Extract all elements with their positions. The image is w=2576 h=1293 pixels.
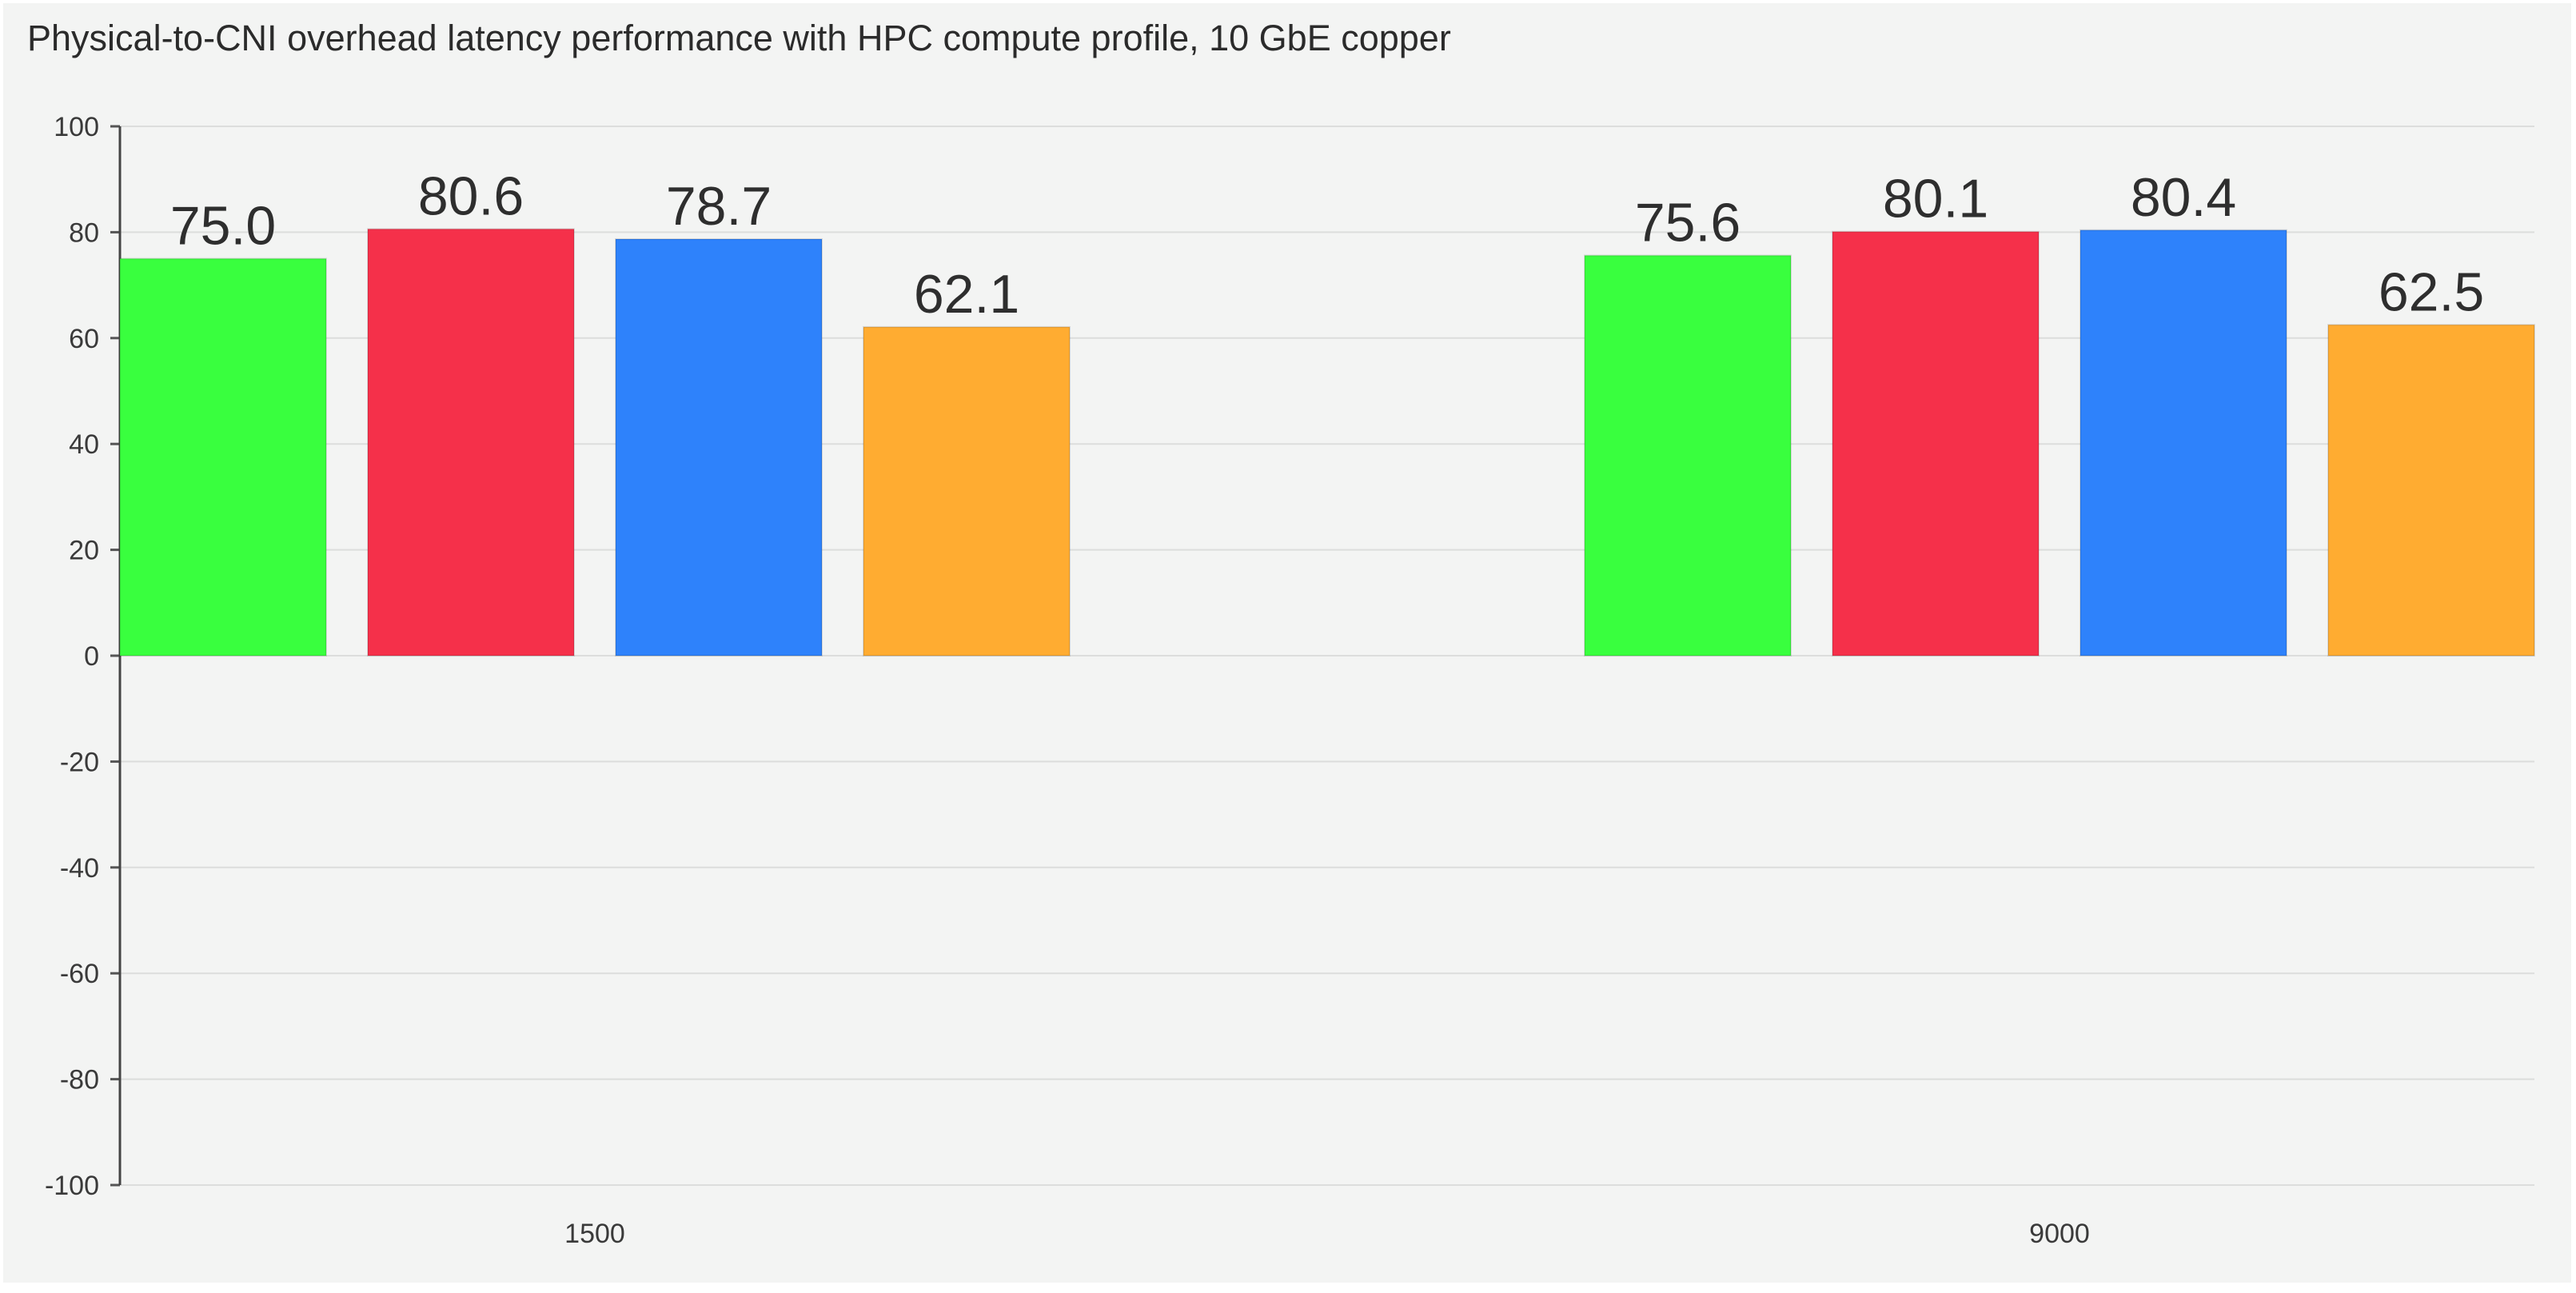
x-tick-label: 1500	[564, 1219, 625, 1249]
data-label: 78.7	[666, 176, 772, 237]
bar	[863, 325, 1071, 656]
bar	[367, 228, 575, 657]
data-label: 75.6	[1635, 193, 1741, 253]
y-tick-label: -100	[45, 1171, 99, 1201]
bar	[2327, 324, 2535, 656]
data-label: 80.6	[418, 166, 524, 226]
y-tick-label: 0	[84, 641, 99, 672]
y-tick-label: -20	[60, 747, 99, 777]
bar	[1584, 254, 1792, 656]
data-label: 62.1	[914, 264, 1019, 325]
data-label: 80.4	[2131, 167, 2236, 228]
y-tick-label: 20	[69, 536, 99, 566]
data-label: 62.5	[2379, 261, 2484, 322]
y-tick-label: 40	[69, 429, 99, 460]
data-labels: 75.0 80.6 78.7 62.1 75.6 80.1 80.4 62.5	[170, 166, 2484, 324]
data-label: 75.0	[170, 196, 276, 257]
y-tick-label: 60	[69, 324, 99, 354]
bar	[119, 257, 327, 656]
bar	[2080, 229, 2287, 656]
bar	[1832, 230, 2040, 657]
bars	[119, 228, 2535, 657]
y-tick-label: -40	[60, 853, 99, 884]
data-label: 80.1	[1883, 169, 1988, 229]
chart-title: Physical-to-CNI overhead latency perform…	[27, 18, 1451, 58]
x-tick-label: 9000	[2029, 1219, 2090, 1249]
y-tick-label: 100	[54, 112, 99, 142]
y-tick-label: -80	[60, 1065, 99, 1095]
y-tick-label: 80	[69, 217, 99, 248]
y-tick-label: -60	[60, 959, 99, 989]
bar	[615, 238, 823, 657]
